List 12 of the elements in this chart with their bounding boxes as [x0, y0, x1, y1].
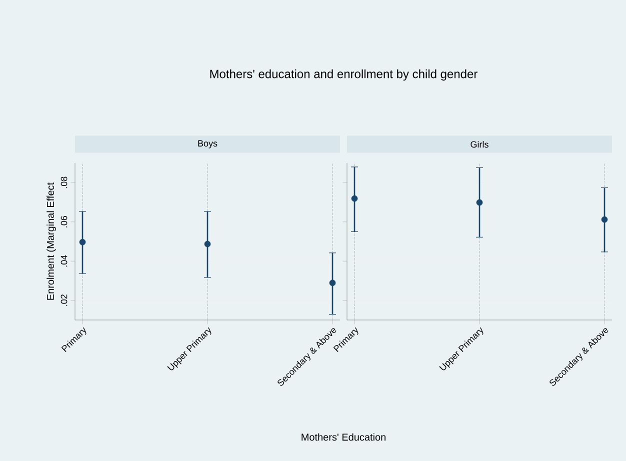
point — [329, 280, 336, 286]
y-tick-label: .06 — [60, 216, 68, 228]
point — [79, 238, 86, 246]
y-axis-title: Enrolment (Marginal Effect — [46, 182, 56, 300]
chart-title: Mothers' education and enrollment by child gender — [210, 69, 478, 81]
x-axis-title: Mothers' Education — [302, 433, 386, 441]
chart-subtitle: Girls — [470, 140, 488, 148]
y-tick-label: .08 — [60, 176, 68, 188]
y-tick-label: .04 — [60, 255, 68, 267]
y-tick-label: .02 — [60, 294, 68, 306]
chart-subtitle: Boys — [198, 140, 218, 148]
point — [204, 240, 211, 248]
